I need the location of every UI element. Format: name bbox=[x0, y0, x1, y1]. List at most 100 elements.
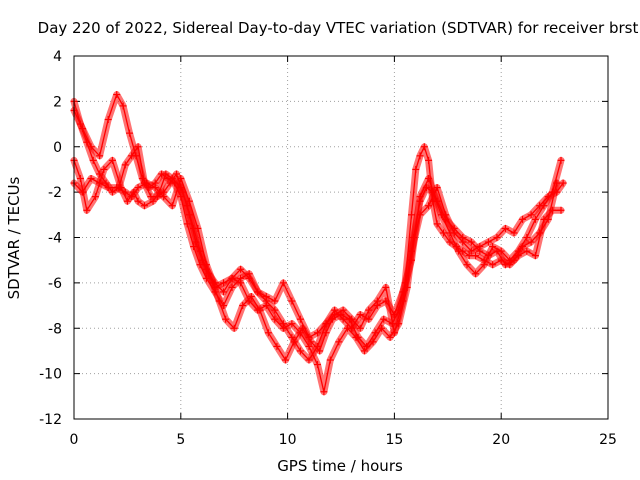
data-point bbox=[322, 320, 330, 328]
y-tick-label: -2 bbox=[48, 185, 62, 201]
data-point bbox=[190, 243, 198, 251]
data-point bbox=[553, 188, 561, 196]
data-point bbox=[183, 220, 191, 228]
data-point bbox=[194, 224, 202, 232]
data-point bbox=[96, 152, 104, 160]
data-point bbox=[544, 193, 552, 201]
data-point bbox=[523, 234, 531, 241]
data-point bbox=[480, 261, 488, 269]
data-series bbox=[70, 91, 567, 396]
data-point bbox=[425, 156, 433, 164]
x-tick-label: 0 bbox=[70, 432, 79, 448]
data-point bbox=[484, 238, 492, 246]
data-point bbox=[168, 202, 176, 210]
data-point bbox=[76, 175, 84, 183]
data-point bbox=[113, 91, 121, 99]
data-point bbox=[484, 252, 492, 260]
data-point bbox=[320, 388, 328, 396]
data-point bbox=[271, 297, 279, 305]
data-point bbox=[433, 220, 441, 228]
data-point bbox=[536, 229, 544, 237]
data-point bbox=[87, 143, 95, 151]
data-point bbox=[151, 179, 159, 187]
data-point bbox=[386, 333, 394, 341]
data-point bbox=[239, 302, 247, 310]
data-point bbox=[557, 206, 565, 214]
data-point bbox=[425, 175, 433, 183]
data-point bbox=[433, 184, 441, 192]
data-point bbox=[425, 202, 433, 210]
data-point bbox=[314, 342, 322, 350]
data-point bbox=[254, 288, 262, 296]
y-tick-label: -6 bbox=[48, 276, 62, 292]
data-point bbox=[123, 197, 131, 205]
data-point bbox=[416, 211, 424, 219]
data-point bbox=[228, 283, 236, 291]
x-tick-label: 5 bbox=[176, 432, 185, 448]
x-tick-label: 15 bbox=[385, 432, 403, 448]
data-point bbox=[450, 229, 458, 237]
data-point bbox=[296, 329, 304, 337]
data-point bbox=[501, 261, 509, 269]
y-tick-label: -12 bbox=[39, 412, 62, 428]
data-point bbox=[288, 320, 296, 328]
data-point bbox=[177, 193, 185, 201]
data-point bbox=[220, 279, 228, 287]
data-point bbox=[510, 229, 518, 237]
data-point bbox=[373, 297, 381, 305]
data-point bbox=[279, 279, 287, 287]
data-point bbox=[196, 261, 204, 269]
data-point bbox=[472, 270, 480, 278]
data-point bbox=[281, 356, 289, 364]
data-point bbox=[527, 238, 535, 246]
data-point bbox=[527, 211, 535, 219]
data-point bbox=[237, 265, 245, 273]
data-point bbox=[134, 197, 142, 205]
data-point bbox=[170, 179, 178, 187]
data-point bbox=[121, 188, 129, 196]
data-point bbox=[220, 302, 228, 310]
data-point bbox=[544, 215, 552, 223]
data-point bbox=[501, 224, 509, 232]
y-tick-label: 0 bbox=[53, 140, 62, 156]
data-point bbox=[91, 193, 99, 201]
data-point bbox=[121, 161, 129, 169]
data-point bbox=[288, 333, 296, 341]
x-tick-label: 20 bbox=[492, 432, 510, 448]
data-point bbox=[273, 342, 281, 350]
data-point bbox=[459, 238, 467, 246]
data-point bbox=[211, 288, 219, 296]
data-point bbox=[305, 342, 313, 350]
data-point bbox=[288, 297, 296, 305]
data-point bbox=[472, 252, 480, 260]
data-point bbox=[531, 252, 539, 260]
data-point bbox=[134, 184, 142, 192]
data-point bbox=[254, 306, 262, 314]
data-point bbox=[412, 165, 420, 173]
data-point bbox=[128, 193, 136, 201]
data-point bbox=[519, 215, 527, 223]
data-point bbox=[100, 165, 108, 173]
data-point bbox=[348, 324, 356, 332]
data-point bbox=[113, 184, 121, 192]
data-point bbox=[279, 320, 287, 328]
data-point bbox=[96, 170, 104, 178]
data-point bbox=[360, 347, 368, 355]
data-point bbox=[164, 175, 172, 183]
data-point bbox=[305, 356, 313, 364]
data-point bbox=[339, 315, 347, 323]
data-point bbox=[108, 156, 116, 164]
y-tick-label: 2 bbox=[53, 94, 62, 110]
data-point bbox=[489, 243, 497, 251]
data-point bbox=[523, 247, 531, 255]
data-point bbox=[557, 156, 565, 164]
data-point bbox=[79, 125, 87, 133]
data-point bbox=[222, 315, 230, 323]
data-point bbox=[245, 297, 253, 305]
data-point bbox=[177, 175, 185, 183]
data-point bbox=[220, 288, 228, 296]
data-point bbox=[245, 270, 253, 278]
data-point bbox=[352, 333, 360, 341]
y-axis-label: SDTVAR / TECUs bbox=[5, 176, 23, 299]
chart-title: Day 220 of 2022, Sidereal Day-to-day VTE… bbox=[38, 19, 639, 37]
